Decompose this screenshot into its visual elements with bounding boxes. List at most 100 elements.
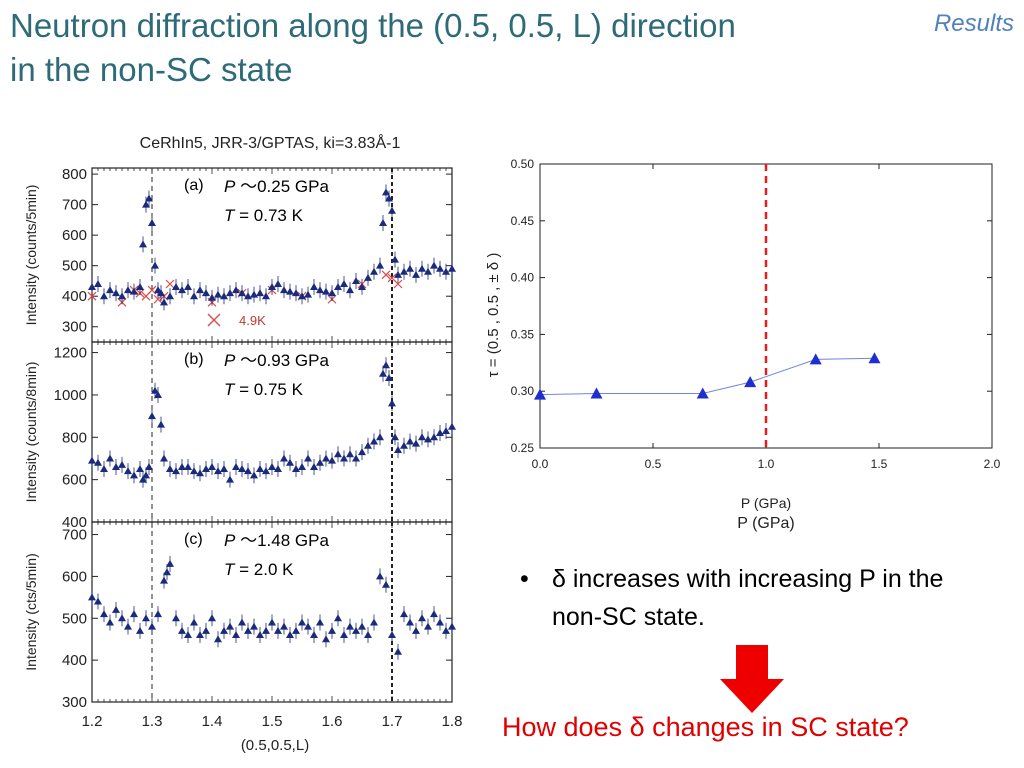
data-point [334, 283, 342, 291]
data-point [328, 456, 336, 464]
data-point [346, 450, 354, 458]
data-point [130, 610, 138, 618]
data-point [412, 270, 420, 278]
data-point [292, 289, 300, 297]
data-point [145, 462, 153, 470]
data-point [160, 576, 168, 584]
data-point [298, 462, 306, 470]
tau-x-axis-label-repeat: P (GPa) [737, 515, 795, 532]
data-point [391, 433, 399, 441]
data-point [94, 280, 102, 287]
data-point [442, 626, 450, 634]
data-point [316, 618, 324, 626]
data-point [136, 283, 144, 291]
data-point [286, 287, 294, 295]
y-tick-label: 400 [62, 514, 87, 531]
data-point [436, 264, 444, 272]
data-point [364, 273, 372, 281]
temperature-text: T = 0.73 K [224, 206, 304, 225]
data-point [154, 610, 162, 618]
scan-panel-1: 400 600 800 1000 1200 Intensity (counts/8min)… [23, 341, 456, 531]
data-point [256, 289, 264, 297]
data-point [214, 290, 222, 298]
data-point [340, 280, 348, 287]
scan-chart-title: CeRhIn5, JRR-3/GPTAS, ki=3.83Å-1 [140, 133, 401, 152]
section-tag: Results [933, 10, 1014, 37]
data-point [226, 289, 234, 297]
data-point [106, 286, 114, 294]
data-point [238, 618, 246, 626]
data-point [382, 580, 390, 588]
tau-x-tick-label: 1.5 [871, 457, 888, 471]
tau-data-point [534, 388, 546, 400]
data-point [124, 622, 132, 630]
bullet-dot: • [520, 565, 529, 593]
data-point [148, 218, 156, 226]
data-point [157, 289, 165, 297]
tau-x-axis-label: P (GPa) [741, 495, 791, 511]
data-point [250, 471, 258, 479]
data-point [94, 458, 102, 466]
pressure-text: P ～0.93 GPa [224, 351, 329, 370]
data-point [400, 267, 408, 275]
scan-panels: 300 400 500 600 700 800 Intensity (counts/5min… [23, 166, 462, 730]
data-point [136, 626, 144, 634]
data-point [190, 467, 198, 475]
data-point [388, 399, 396, 407]
data-point [208, 293, 216, 301]
data-point [340, 631, 348, 639]
data-point [178, 626, 186, 634]
reference-point [381, 270, 391, 280]
data-point [124, 286, 132, 294]
data-point [220, 626, 228, 634]
data-point [184, 631, 192, 639]
data-point [334, 614, 342, 622]
data-point [160, 454, 168, 462]
data-point [100, 610, 108, 618]
data-point [448, 264, 456, 272]
data-point [322, 635, 330, 643]
data-point [346, 622, 354, 630]
diffraction-scan-chart: CeRhIn5, JRR-3/GPTAS, ki=3.83Å-1 300 400 5… [23, 133, 462, 754]
y-tick-label: 400 [62, 288, 87, 305]
data-point [406, 437, 414, 445]
data-point [391, 255, 399, 263]
data-point [328, 289, 336, 297]
data-point [394, 446, 402, 453]
data-point [352, 454, 360, 462]
y-tick-label: 800 [62, 166, 87, 183]
data-point [385, 374, 393, 381]
data-point [376, 572, 384, 580]
data-point [202, 465, 210, 473]
data-point [94, 597, 102, 605]
data-point [286, 458, 294, 466]
data-point [352, 626, 360, 634]
data-point [370, 437, 378, 445]
data-point [418, 433, 426, 441]
data-point [238, 465, 246, 473]
y-axis-label: Intensity (counts/5min) [23, 185, 39, 326]
data-point [157, 420, 165, 428]
data-point [250, 622, 258, 630]
data-point [358, 622, 366, 630]
data-point [364, 631, 372, 639]
x-tick-label: 1.2 [82, 713, 103, 730]
data-point [448, 422, 456, 430]
data-point [385, 194, 393, 202]
data-point [148, 622, 156, 630]
panel-label: (a) [184, 177, 204, 194]
data-point [286, 631, 294, 639]
y-tick-label: 400 [62, 652, 87, 669]
slide-title: Neutron diffraction along the (0.5, 0.5,… [10, 4, 890, 92]
data-point [406, 264, 414, 272]
data-point [379, 369, 387, 377]
data-point [268, 462, 276, 470]
data-point [382, 188, 390, 196]
data-point [139, 475, 147, 483]
data-point [184, 283, 192, 291]
data-point [442, 426, 450, 434]
data-point [352, 276, 360, 284]
data-point [418, 614, 426, 622]
data-point [262, 467, 270, 475]
data-point [388, 631, 396, 639]
